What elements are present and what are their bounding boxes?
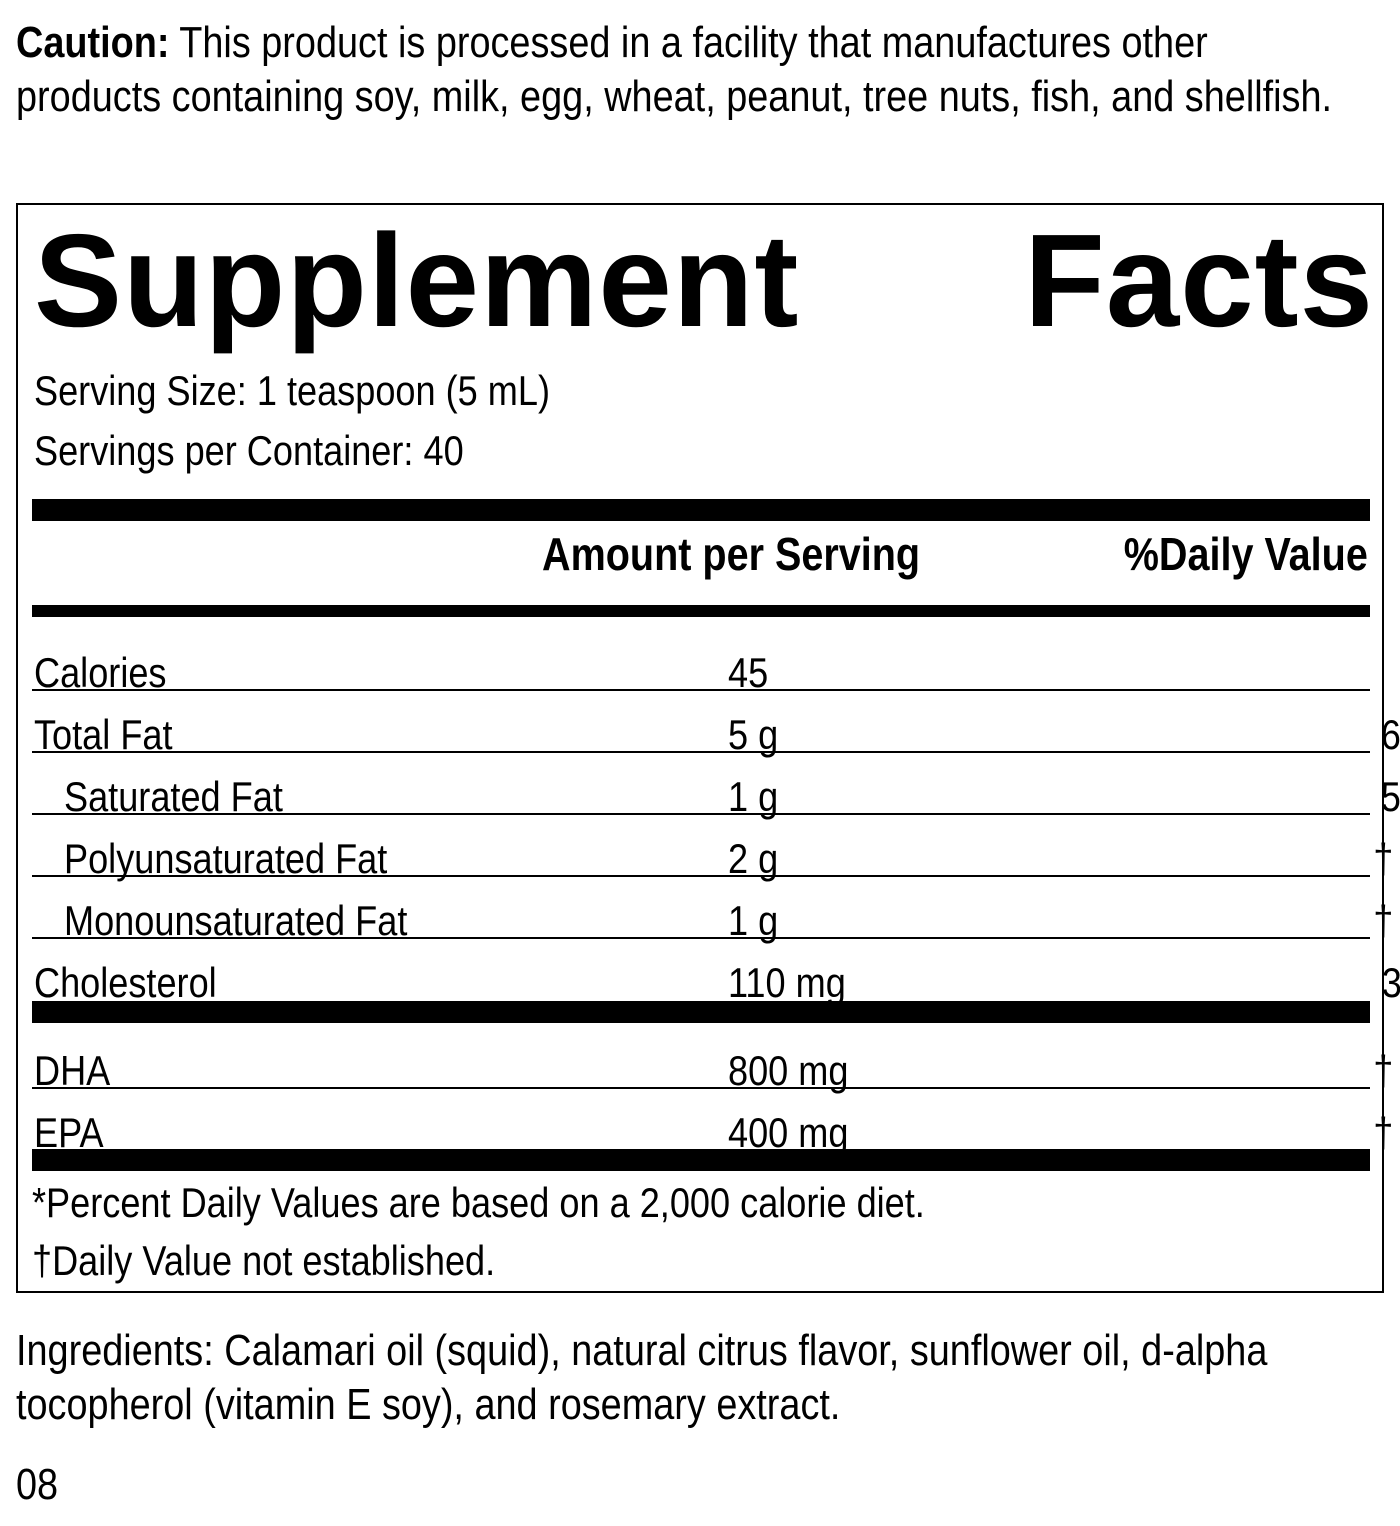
medium-divider	[32, 605, 1370, 617]
nutrient-name-text: Cholesterol	[34, 959, 217, 1006]
nutrient-dv-text: †	[1373, 1109, 1394, 1156]
nutrient-row: Calories 45	[32, 629, 1370, 696]
serving-size-text: Serving Size: 1 teaspoon (5 mL)	[34, 367, 550, 414]
nutrient-amount-text: 1 g	[728, 897, 779, 944]
title-right: Facts	[1024, 207, 1374, 354]
nutrient-amount-text: 110 mg	[728, 959, 846, 1006]
caution-label: Caution:	[16, 18, 170, 67]
serving-size: Serving Size: 1 teaspoon (5 mL)	[34, 367, 634, 415]
nutrient-amount-text: 1 g	[728, 773, 779, 820]
header-amount-text: Amount per Serving	[542, 528, 921, 580]
nutrient-dv-text: 5%*	[1380, 773, 1400, 820]
nutrient-amount-text: 400 mg	[728, 1109, 849, 1156]
nutrient-amount-text: 5 g	[728, 711, 779, 758]
nutrient-row: EPA 400 mg †	[32, 1089, 1393, 1156]
nutrient-row: Cholesterol 110 mg 37%	[32, 939, 1400, 1006]
thick-divider	[32, 499, 1370, 521]
header-amount: Amount per Serving	[542, 527, 982, 581]
caution-text: Caution: This product is processed in a …	[16, 16, 1358, 124]
thick-divider	[32, 1149, 1370, 1171]
nutrient-name-text: Calories	[34, 649, 167, 696]
nutrient-dv-text: 6%*	[1380, 711, 1400, 758]
nutrient-dv-text: †	[1373, 835, 1394, 882]
code-text: 08	[16, 1460, 59, 1509]
nutrient-name-text: Polyunsaturated Fat	[64, 835, 388, 882]
footnote-2: †Daily Value not established.	[32, 1237, 496, 1284]
nutrient-amount-text: 800 mg	[728, 1047, 849, 1094]
header-dv-text: %Daily Value	[1123, 528, 1368, 580]
ingredients-text: Ingredients: Calamari oil (squid), natur…	[16, 1326, 1268, 1429]
nutrient-row: Monounsaturated Fat 1 g †	[32, 877, 1393, 944]
nutrient-dv-text: 37%	[1381, 959, 1400, 1006]
nutrient-name-text: Saturated Fat	[64, 773, 283, 820]
supplement-facts-panel: Supplement Facts Serving Size: 1 teaspoon…	[16, 203, 1400, 1293]
nutrient-name-text: EPA	[34, 1109, 104, 1156]
nutrient-row: Saturated Fat 1 g 5%*	[32, 753, 1400, 820]
servings-per-container: Servings per Container: 40	[34, 427, 534, 475]
header-dv: %Daily Value	[1084, 527, 1368, 581]
nutrient-amount-text: 2 g	[728, 835, 779, 882]
panel-title: Supplement Facts	[34, 205, 1374, 356]
nutrient-row: Polyunsaturated Fat 2 g †	[32, 815, 1393, 882]
nutrient-name-text: Monounsaturated Fat	[64, 897, 408, 944]
nutrient-row: DHA 800 mg †	[32, 1027, 1393, 1094]
nutrient-row: Total Fat 5 g 6%*	[32, 691, 1400, 758]
footnote-1: *Percent Daily Values are based on a 2,0…	[32, 1179, 925, 1226]
nutrient-amount-text: 45	[728, 649, 769, 696]
footnote-dagger: †Daily Value not established.	[32, 1237, 571, 1285]
caution-body: This product is processed in a facility …	[16, 18, 1333, 121]
footnote-dv: *Percent Daily Values are based on a 2,0…	[32, 1179, 1070, 1227]
nutrient-name-text: Total Fat	[34, 711, 173, 758]
thick-divider	[32, 1001, 1370, 1023]
nutrient-dv-text: †	[1373, 897, 1394, 944]
title-left: Supplement	[34, 207, 800, 354]
nutrient-name-text: DHA	[34, 1047, 111, 1094]
servings-text: Servings per Container: 40	[34, 427, 464, 474]
nutrient-dv-text: †	[1373, 1047, 1394, 1094]
label-code: 08	[16, 1460, 65, 1510]
